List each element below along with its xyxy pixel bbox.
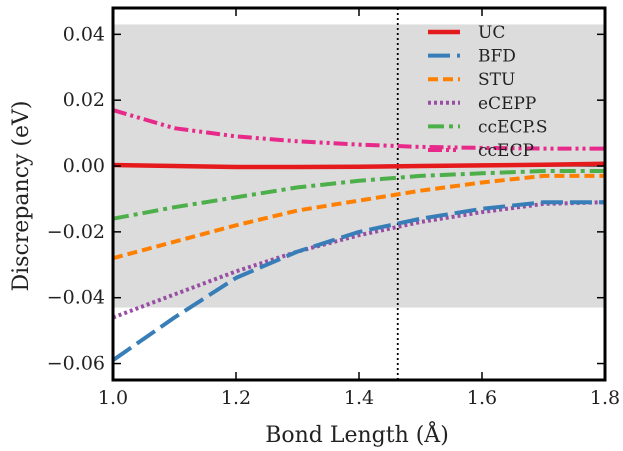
series-line-ccecp-s (112, 169, 605, 221)
legend: UC BFD STU eCEPP ccECP.S ccECP (428, 23, 548, 161)
y-tick-label: 0.00 (63, 155, 105, 177)
y-tick-label: 0.02 (63, 89, 105, 111)
legend-label-ccecp-s: ccECP.S (478, 117, 548, 137)
y-tick-label: −0.02 (47, 221, 105, 243)
series-line-ecepp (112, 200, 606, 320)
y-tick-label: −0.06 (47, 353, 105, 375)
y-tick-label: 0.04 (63, 23, 105, 45)
x-tick-label: 1.8 (590, 387, 620, 409)
x-tick-label: 1.4 (344, 387, 374, 409)
legend-label-ecepp: eCEPP (478, 94, 536, 114)
series-line-uc (112, 161, 606, 170)
x-tick-label: 1.6 (467, 387, 497, 409)
x-tick-label: 1.2 (221, 387, 251, 409)
ticks-layer: 1.0 1.2 1.4 1.6 1.8 −0.06 −0.04 −0.02 0.00 0.02 0.… (47, 8, 620, 409)
x-tick-label: 1.0 (98, 387, 128, 409)
series-layer (111, 108, 606, 362)
legend-label-ccecp: ccECP (478, 141, 534, 161)
y-tick-label: −0.04 (47, 287, 105, 309)
series-line-stu (112, 173, 605, 261)
legend-label-bfd: BFD (478, 47, 516, 67)
series-line-bfd (111, 200, 605, 362)
series-line-ccecp (112, 108, 605, 151)
x-axis-label: Bond Length (Å) (265, 420, 449, 448)
legend-label-stu: STU (478, 70, 515, 90)
legend-label-uc: UC (478, 23, 505, 43)
y-axis-label: Discrepancy (eV) (9, 100, 34, 291)
